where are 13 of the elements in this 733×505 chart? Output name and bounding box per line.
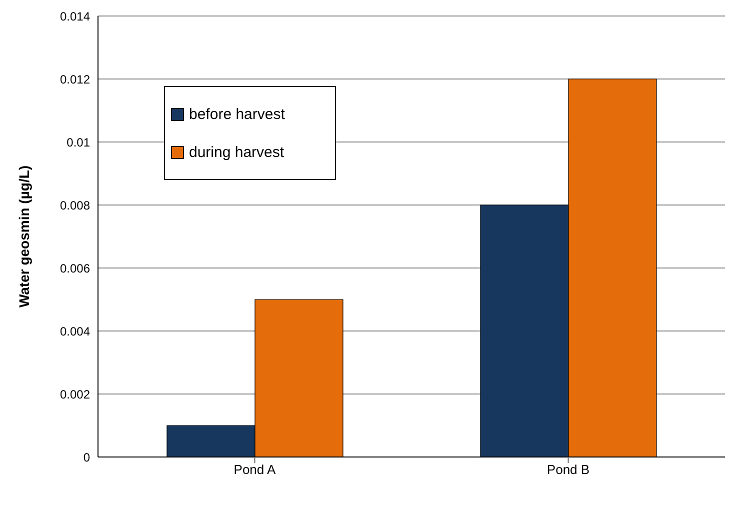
- y-tick-label: 0: [83, 450, 90, 464]
- y-tick-label: 0.006: [60, 261, 90, 276]
- y-tick-label: 0.014: [60, 9, 90, 24]
- y-axis-title: Water geosmin (µg/L): [16, 165, 32, 308]
- x-tick-label: Pond A: [234, 462, 276, 478]
- y-tick-label: 0.004: [60, 324, 90, 338]
- y-tick-label: 0.012: [60, 72, 90, 86]
- legend-label: before harvest: [189, 106, 285, 122]
- y-tick-label: 0.01: [66, 135, 90, 150]
- y-tick-label: 0.008: [60, 198, 90, 212]
- legend-label: during harvest: [189, 144, 284, 160]
- y-tick-label: 0.002: [60, 387, 90, 402]
- x-tick-label: Pond B: [546, 462, 590, 478]
